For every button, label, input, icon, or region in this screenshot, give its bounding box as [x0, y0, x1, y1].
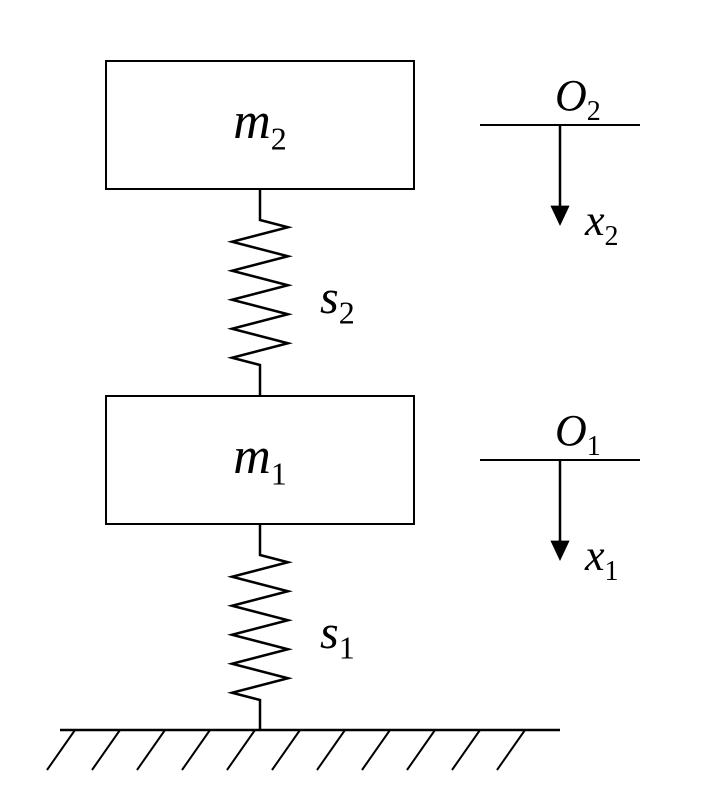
diagram-svg [0, 0, 710, 795]
diagram-root: m2 m1 s2 s1 O2 O1 x2 x1 [0, 0, 710, 795]
